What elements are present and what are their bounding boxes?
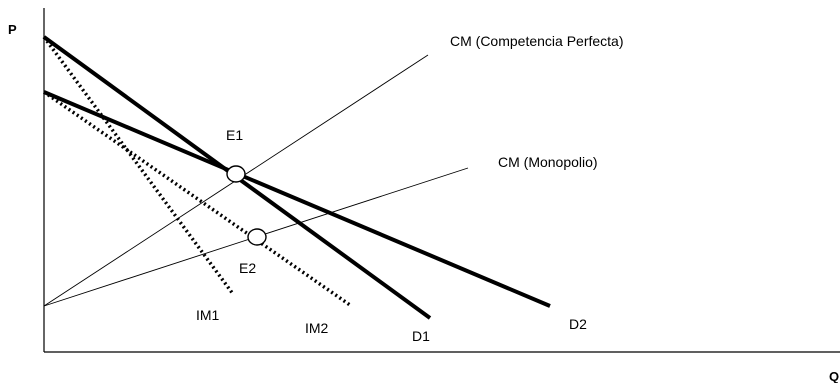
e1-label: E1 <box>226 127 243 143</box>
cm-monopolio-label: CM (Monopolio) <box>498 154 598 170</box>
d1-label: D1 <box>412 328 430 344</box>
e2-point <box>247 228 267 246</box>
im1-line <box>42 35 235 296</box>
im1-label: IM1 <box>196 307 220 323</box>
im2-line <box>43 90 351 307</box>
im2-label: IM2 <box>305 320 329 336</box>
d2-line <box>43 90 551 308</box>
x-axis-label: Q <box>829 369 839 383</box>
y-axis-label: P <box>8 22 17 37</box>
d2-label: D2 <box>569 316 587 332</box>
cm-competencia-label: CM (Competencia Perfecta) <box>450 33 624 49</box>
e2-label: E2 <box>239 260 256 276</box>
e1-point <box>226 165 246 183</box>
